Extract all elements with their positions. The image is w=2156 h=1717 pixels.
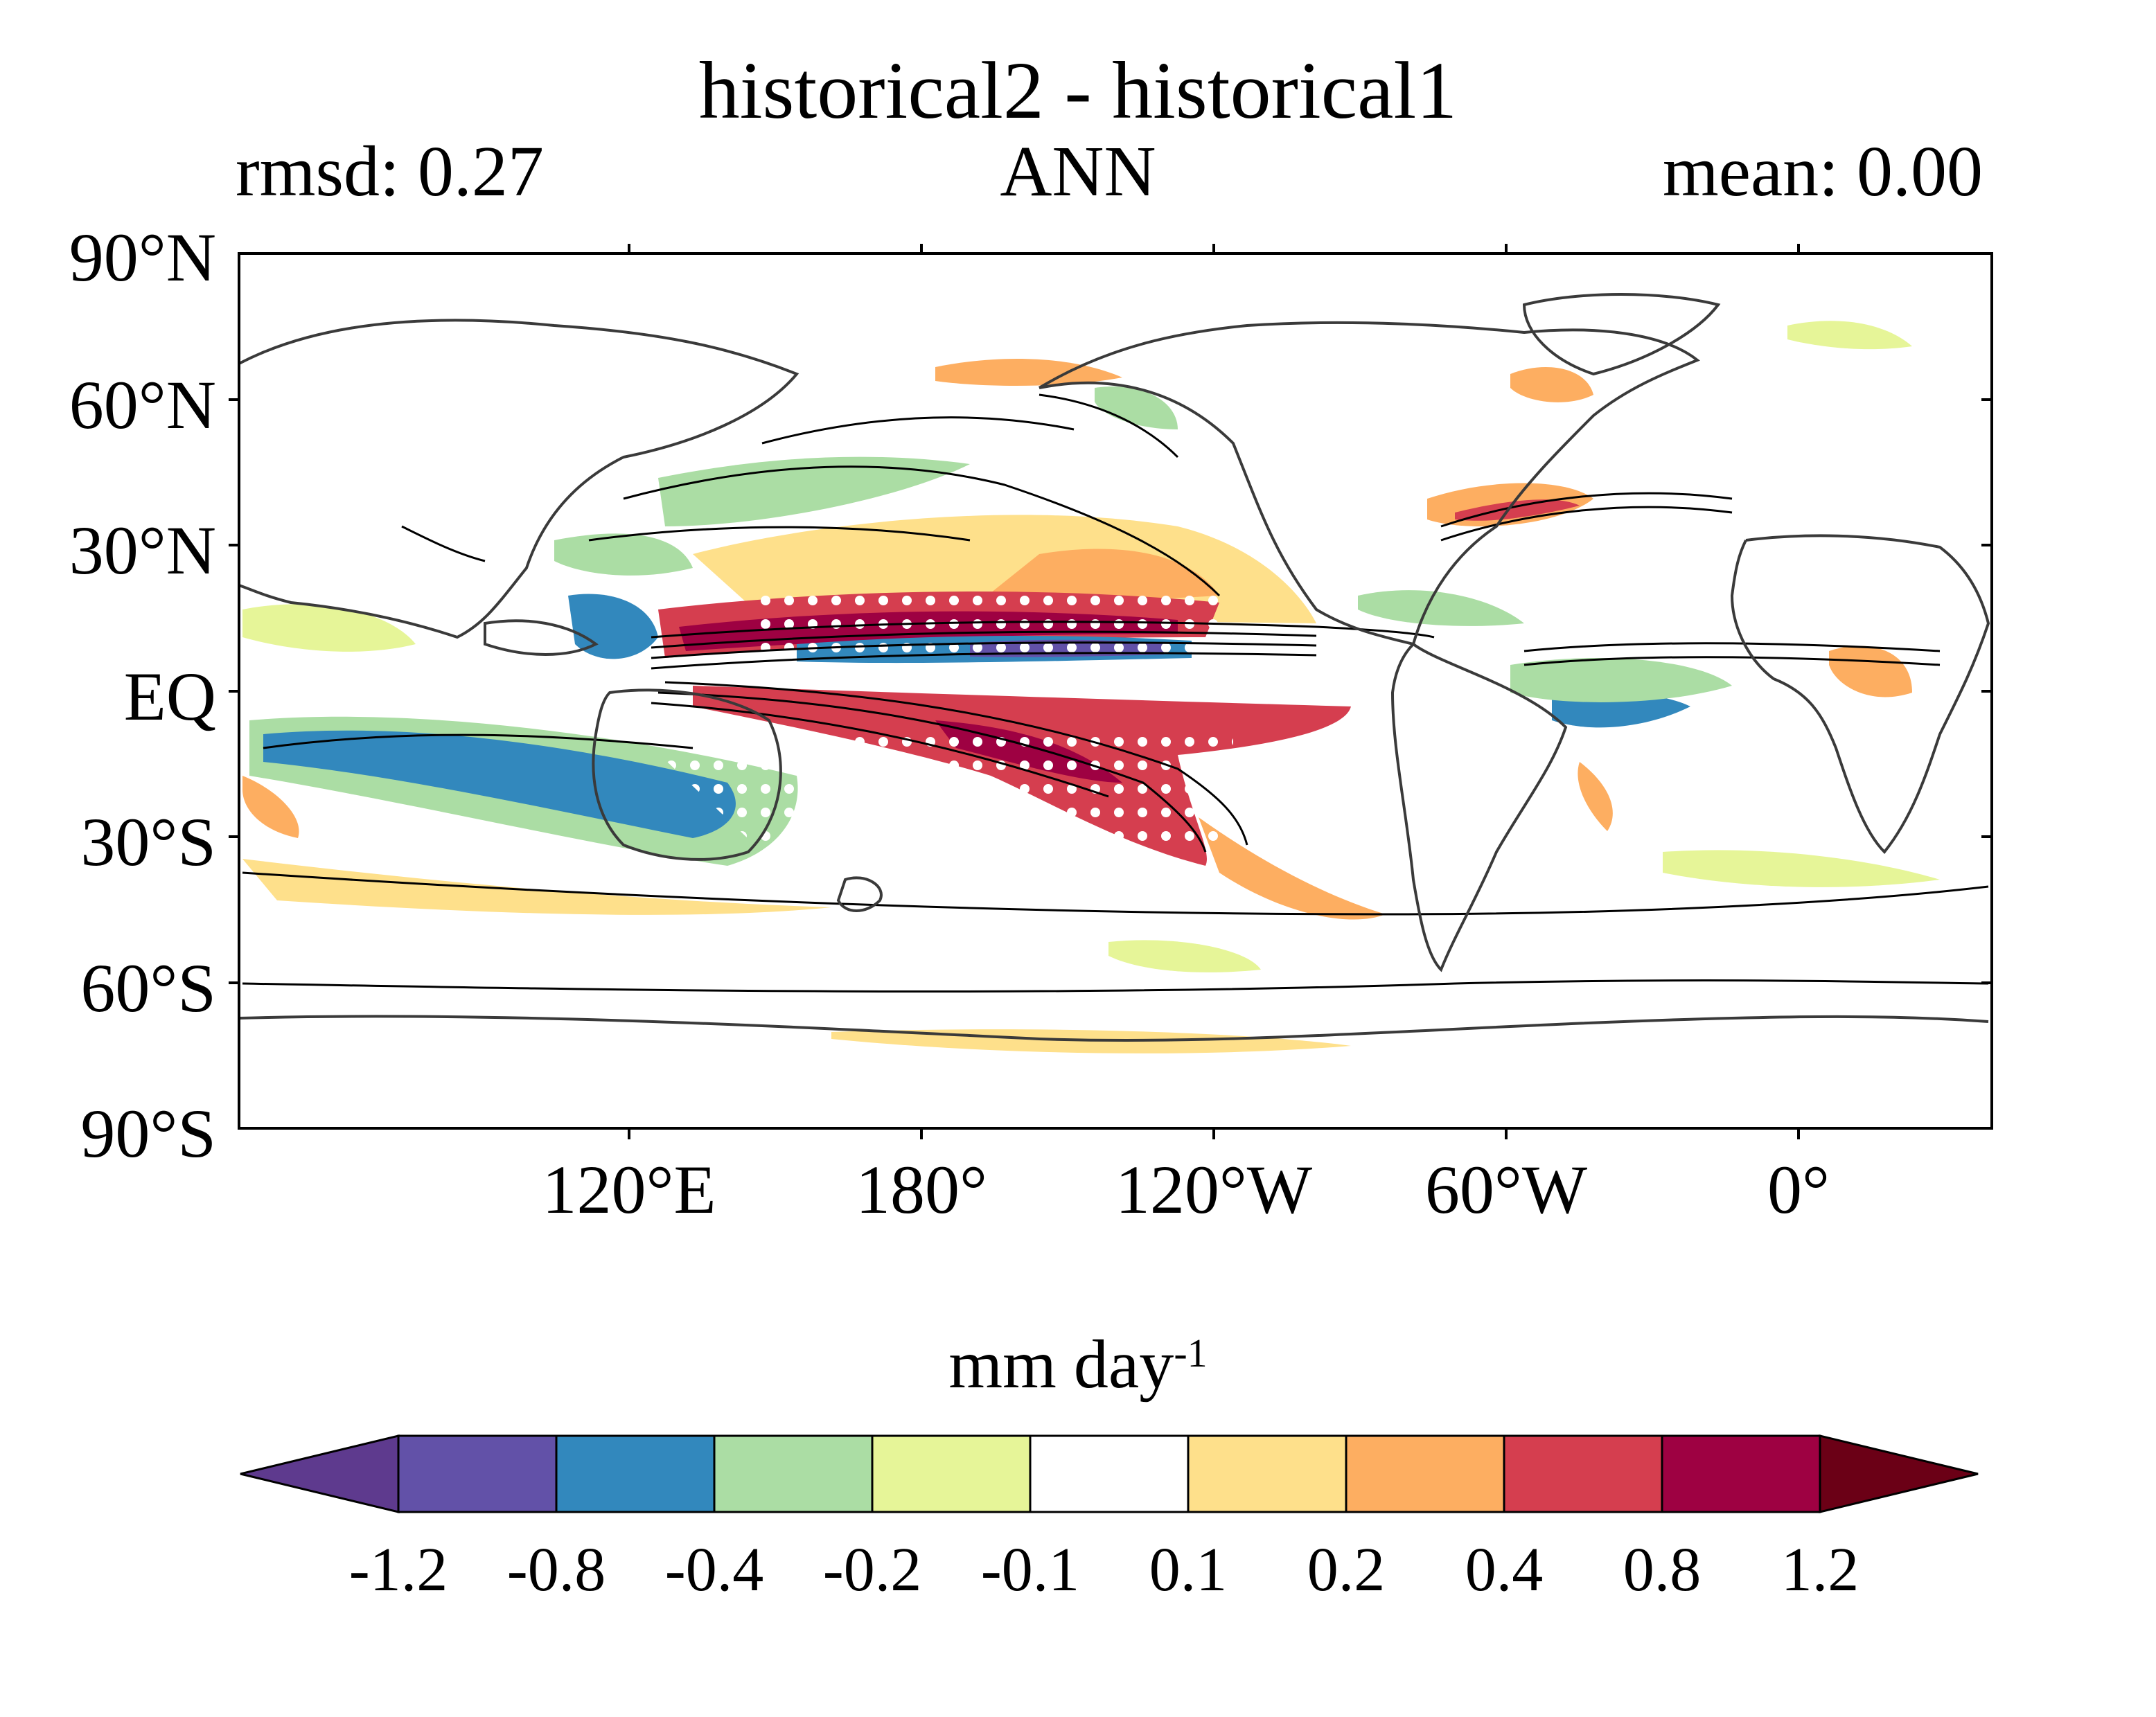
colorbar-units: mm day bbox=[948, 1326, 1174, 1403]
maritime-continent-blue bbox=[568, 594, 658, 659]
new-zealand-coastline bbox=[836, 876, 883, 912]
colorbar-tick-label: -0.1 bbox=[980, 1536, 1080, 1604]
lat-label-30s: 30°S bbox=[80, 803, 216, 880]
colorbar-box bbox=[1661, 1434, 1821, 1513]
indonesia-coastline bbox=[484, 619, 599, 656]
colorbar-box bbox=[1503, 1434, 1663, 1513]
colorbar-title: mm day-1 bbox=[0, 1330, 2156, 1399]
south-america-coastline bbox=[1390, 642, 1568, 972]
south-atlantic-orange bbox=[1578, 762, 1613, 831]
contour-lines bbox=[242, 393, 1989, 993]
precipitation-difference-field bbox=[242, 321, 1940, 1053]
lat-label-30n: 30°N bbox=[69, 512, 216, 589]
lat-label-eq: EQ bbox=[123, 658, 216, 735]
antarctica-coastline bbox=[239, 1015, 1989, 1042]
colorbar-units-exponent: -1 bbox=[1174, 1330, 1208, 1376]
colorbar-extend-low bbox=[240, 1434, 400, 1513]
mean-label: mean: 0.00 bbox=[1662, 132, 1983, 211]
south-indian-blue-region bbox=[263, 730, 736, 838]
colorbar-tick-label: 0.4 bbox=[1465, 1536, 1544, 1604]
colorbar-tick-label: -0.8 bbox=[506, 1536, 606, 1604]
africa-coastline bbox=[1730, 534, 1990, 854]
lat-label-90s: 90°S bbox=[80, 1095, 216, 1172]
colorbar bbox=[240, 1434, 1979, 1513]
north-america-coastline bbox=[1038, 321, 1700, 646]
colorbar-extend-high bbox=[1819, 1434, 1979, 1513]
caribbean-green bbox=[1358, 590, 1524, 626]
significance-stippling-south bbox=[624, 720, 1233, 852]
indian-ocean-orange bbox=[242, 776, 299, 838]
colorbar-box bbox=[555, 1434, 716, 1513]
atlantic-green bbox=[1510, 658, 1732, 702]
lat-label-60n: 60°N bbox=[69, 366, 216, 443]
colorbar-box bbox=[713, 1434, 874, 1513]
greenland-coastline bbox=[1522, 293, 1721, 376]
coastlines bbox=[239, 293, 1990, 1042]
lon-label-180: 180° bbox=[856, 1151, 987, 1228]
west-pacific-green-band bbox=[554, 533, 693, 576]
lon-label-120w: 120°W bbox=[1115, 1151, 1313, 1228]
lon-label-60w: 60°W bbox=[1424, 1151, 1588, 1228]
colorbar-tick-label: -0.4 bbox=[664, 1536, 764, 1604]
colorbar-box bbox=[871, 1434, 1032, 1513]
eurasia-coastline bbox=[239, 319, 799, 639]
southern-ocean-yellow bbox=[242, 859, 831, 915]
colorbar-tick-label: -1.2 bbox=[348, 1536, 448, 1604]
colorbar-box bbox=[397, 1434, 558, 1513]
colorbar-tick-label: 0.1 bbox=[1149, 1536, 1228, 1604]
colorbar-tick-label: -0.2 bbox=[822, 1536, 922, 1604]
yellow-green-patches bbox=[242, 604, 416, 652]
colorbar-box bbox=[1029, 1434, 1190, 1513]
africa-orange bbox=[1829, 646, 1912, 697]
southeast-pacific-orange-tail bbox=[1199, 817, 1386, 920]
alaska-green bbox=[1095, 386, 1178, 429]
axis-ticks bbox=[229, 244, 1992, 1139]
north-atlantic-red-streak bbox=[1455, 499, 1580, 521]
yellow-green-patches-4 bbox=[1787, 321, 1912, 350]
map-title: historical2 - historical1 bbox=[698, 45, 1458, 136]
rmsd-label: rmsd: 0.27 bbox=[236, 132, 544, 211]
yellow-green-patches-2 bbox=[1108, 940, 1261, 972]
yellow-green-patches-3 bbox=[1663, 850, 1940, 887]
subarctic-pacific-orange bbox=[935, 359, 1122, 386]
lat-label-90n: 90°N bbox=[69, 219, 216, 296]
australia-coastline bbox=[592, 688, 782, 861]
colorbar-tick-label: 1.2 bbox=[1781, 1536, 1859, 1604]
colorbar-tick-label: 0.2 bbox=[1307, 1536, 1386, 1604]
season-label: ANN bbox=[1000, 132, 1156, 211]
colorbar-box bbox=[1187, 1434, 1348, 1513]
colorbar-tick-label: 0.8 bbox=[1623, 1536, 1702, 1604]
greenland-orange bbox=[1510, 367, 1593, 402]
lat-label-60s: 60°S bbox=[80, 950, 216, 1026]
lon-label-120e: 120°E bbox=[542, 1151, 716, 1228]
lon-label-0: 0° bbox=[1767, 1151, 1830, 1228]
colorbar-box bbox=[1345, 1434, 1505, 1513]
